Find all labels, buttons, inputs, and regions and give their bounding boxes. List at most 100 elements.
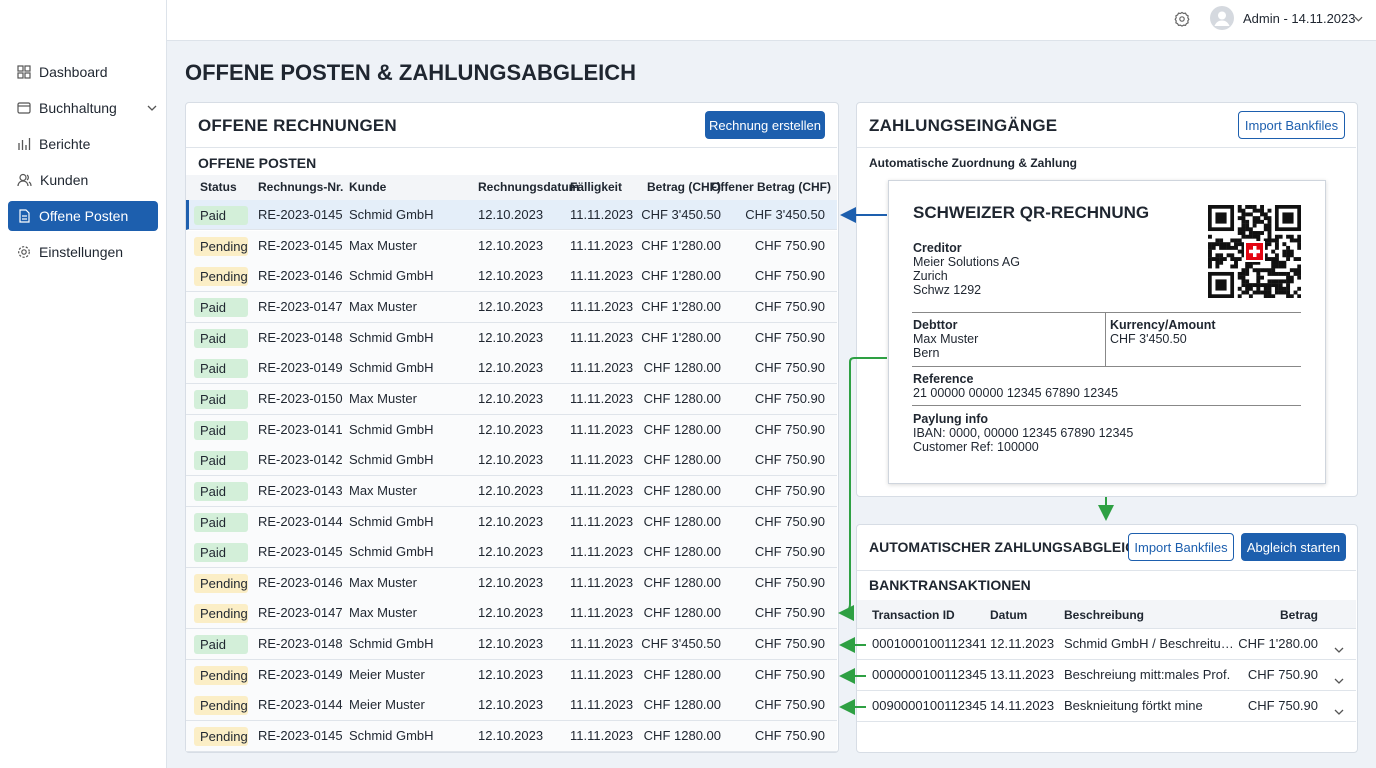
- invoice-row[interactable]: [186, 690, 837, 722]
- column-header: Fälligkeit: [570, 180, 623, 194]
- cell: CHF 750.90: [754, 298, 825, 314]
- qr-module: [1278, 283, 1283, 288]
- import-button[interactable]: Import Bankfiles: [1128, 533, 1234, 561]
- cell: CHF 750.90: [754, 636, 825, 652]
- start-matching-button[interactable]: Abgleich starten: [1241, 533, 1346, 561]
- qr-module: [1260, 208, 1264, 213]
- invoice-row[interactable]: [186, 200, 837, 230]
- status-badge: Pending: [194, 727, 248, 747]
- invoice-row[interactable]: [186, 537, 837, 569]
- cell: Schmid GmbH: [349, 360, 434, 376]
- nav-item[interactable]: Einstellungen: [8, 237, 158, 267]
- qr-module: [1267, 223, 1272, 228]
- icon: [17, 102, 31, 114]
- qr-module: [1263, 238, 1268, 243]
- nav-item[interactable]: Kunden: [8, 165, 158, 195]
- qr-module: [1286, 275, 1291, 280]
- cell: 11.11.2023: [570, 268, 634, 284]
- qr-title: SCHWEIZER QR-RECHNUNG: [913, 203, 1150, 222]
- status-badge: Paid: [194, 359, 248, 379]
- transaction-row[interactable]: [857, 691, 1356, 722]
- invoice-row[interactable]: [186, 445, 837, 477]
- nav-item[interactable]: Dashboard: [8, 57, 158, 87]
- cell: RE-2023-0145: [258, 544, 343, 560]
- invoice-row[interactable]: [186, 414, 837, 446]
- qr-module: [1208, 234, 1212, 239]
- nav-item[interactable]: Buchhaltung: [8, 93, 158, 123]
- qr-module: [1263, 283, 1268, 288]
- cell: CHF 1280.00: [643, 728, 721, 744]
- qr-module: [1230, 264, 1235, 269]
- expand-chevron[interactable]: [1334, 641, 1344, 653]
- qr-module: [1289, 275, 1294, 280]
- qr-module: [1282, 249, 1287, 254]
- expand-chevron[interactable]: [1334, 672, 1344, 684]
- qr-module: [1286, 257, 1291, 261]
- cell: 11.11.2023: [570, 605, 634, 621]
- import-button[interactable]: Import Bankfiles: [1238, 111, 1345, 139]
- invoice-row[interactable]: [186, 475, 837, 507]
- qr-module: [1274, 234, 1279, 239]
- user-label[interactable]: Admin - 14.11.2023: [1243, 11, 1356, 26]
- invoice-row[interactable]: [186, 659, 837, 691]
- qr-text: Max Muster: [913, 332, 979, 346]
- qr-finder: [1282, 212, 1294, 224]
- cell: 11.11.2023: [570, 360, 634, 376]
- qr-module: [1237, 238, 1242, 243]
- avatar[interactable]: [1210, 6, 1234, 30]
- nav-item[interactable]: Berichte: [8, 129, 158, 159]
- qr-module: [1282, 290, 1287, 295]
- cell: 11.11.2023: [570, 728, 634, 744]
- invoice-row[interactable]: [186, 629, 837, 661]
- invoice-row[interactable]: [186, 506, 837, 538]
- cell: 11.11.2023: [570, 636, 634, 652]
- invoice-row[interactable]: [186, 230, 837, 262]
- qr-module: [1245, 223, 1250, 228]
- transaction-row[interactable]: [857, 629, 1356, 660]
- invoice-row[interactable]: [186, 291, 837, 323]
- cell: Max Muster: [349, 298, 417, 314]
- cell: CHF 750.90: [754, 605, 825, 621]
- icon: [18, 138, 31, 150]
- cell: 11.11.2023: [570, 390, 634, 406]
- cell: 12.10.2023: [478, 268, 544, 284]
- cell: Schmid GmbH: [349, 329, 434, 345]
- qr-module: [1237, 286, 1242, 291]
- qr-module: [1293, 257, 1298, 261]
- qr-module: [1241, 245, 1246, 250]
- nav-item[interactable]: Offene Posten: [8, 201, 158, 231]
- invoice-row[interactable]: [186, 261, 837, 293]
- settings-icon[interactable]: [1174, 11, 1190, 27]
- qr-module: [1286, 249, 1291, 254]
- cell: 11.11.2023: [570, 237, 634, 253]
- qr-module: [1234, 257, 1238, 261]
- create-invoice-button[interactable]: Rechnung erstellen: [705, 111, 825, 139]
- invoice-row[interactable]: [186, 567, 837, 599]
- invoice-row[interactable]: [186, 721, 837, 753]
- invoice-row[interactable]: [186, 322, 837, 354]
- qr-text: CHF 3'450.50: [1110, 332, 1187, 346]
- qr-module: [1219, 253, 1224, 258]
- transaction-row[interactable]: [857, 660, 1356, 691]
- invoice-row[interactable]: [186, 598, 837, 630]
- qr-module: [1245, 290, 1250, 295]
- cell: Max Muster: [349, 390, 417, 406]
- qr-module: [1282, 286, 1287, 291]
- qr-module: [1289, 268, 1294, 273]
- expand-chevron[interactable]: [1334, 703, 1344, 715]
- qr-module: [1237, 231, 1242, 235]
- qr-module: [1215, 242, 1220, 247]
- qr-module: [1248, 260, 1253, 265]
- qr-text: IBAN: 0000, 00000 12345 67890 12345: [913, 426, 1134, 440]
- qr-module: [1297, 257, 1301, 261]
- cell: CHF 1280.00: [643, 421, 721, 437]
- qr-invoice-card: [888, 180, 1326, 484]
- cell: 12.11.2023: [990, 636, 1055, 651]
- qr-module: [1252, 260, 1257, 265]
- invoice-row[interactable]: [186, 383, 837, 415]
- invoice-row[interactable]: [186, 353, 837, 385]
- cell: Schmid GmbH: [349, 421, 434, 437]
- qr-module: [1256, 238, 1261, 243]
- status-badge: Paid: [194, 512, 248, 532]
- qr-module: [1208, 260, 1212, 265]
